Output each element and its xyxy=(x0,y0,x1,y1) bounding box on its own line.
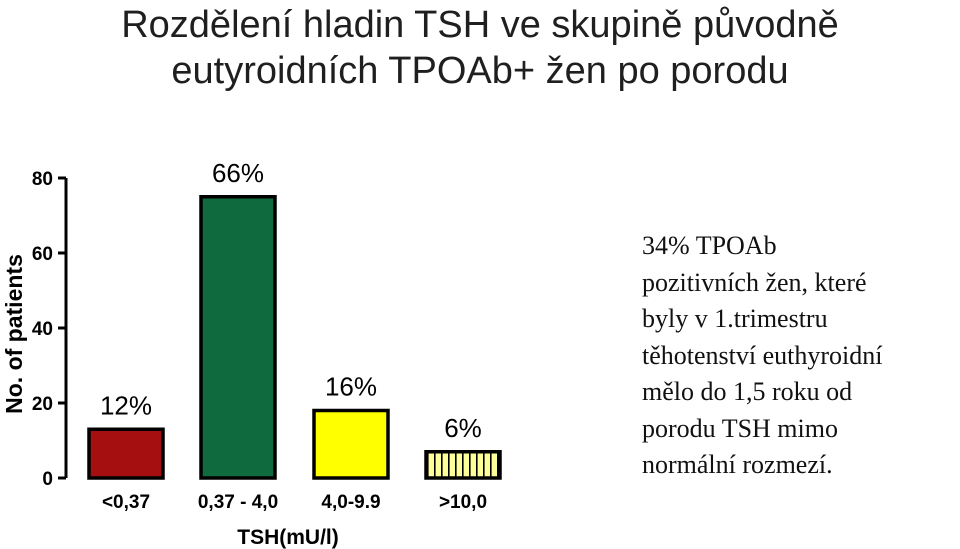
bar xyxy=(87,427,165,480)
side-note-line: pozitivních žen, které xyxy=(642,267,867,297)
side-note-line: těhotenství euthyroidní xyxy=(642,340,883,370)
x-tick-label: 4,0-9.9 xyxy=(321,492,380,513)
title-line-2: eutyroidních TPOAb+ žen po porodu xyxy=(171,50,789,92)
chart-labels: 12% <0,37 66% 0,37 - 4,0 16% 4,0-9.9 6% >10,0 TS… xyxy=(100,158,487,549)
y-tick-label: 20 xyxy=(32,394,53,415)
side-note-line: mělo do 1,5 roku od xyxy=(642,377,853,406)
bar-percent-label: 16% xyxy=(325,372,377,402)
side-note-line: porodu TSH mimo xyxy=(642,413,838,443)
chart-axes: 0 20 40 60 80 No. of patients xyxy=(1,169,68,490)
bar-percent-label: 66% xyxy=(212,158,264,188)
bar-percent-label: 12% xyxy=(100,390,152,420)
side-note-line: 34% TPOAb xyxy=(642,231,777,260)
x-tick-label: 0,37 - 4,0 xyxy=(198,492,278,513)
x-tick-label: >10,0 xyxy=(439,492,487,513)
bar xyxy=(312,408,390,480)
bar xyxy=(424,450,502,480)
page-title: Rozdělení hladin TSH ve skupině původně … xyxy=(0,2,960,94)
x-tick-label: <0,37 xyxy=(102,492,150,513)
title-line-1: Rozdělení hladin TSH ve skupině původně xyxy=(121,4,839,46)
bar-chart: 0 20 40 60 80 No. of patients 12% <0,37 66% 0,37… xyxy=(1,158,502,549)
y-tick-label: 80 xyxy=(32,169,53,190)
side-note-line: normální rozmezí. xyxy=(642,450,833,479)
side-note: 34% TPOAb pozitivních žen, které byly v … xyxy=(642,228,958,484)
y-axis-title: No. of patients xyxy=(1,254,27,414)
bar xyxy=(199,195,277,480)
side-note-line: byly v 1.trimestru xyxy=(642,304,828,333)
bar-percent-label: 6% xyxy=(444,413,482,443)
y-tick-label: 40 xyxy=(32,319,53,340)
chart-bars xyxy=(87,195,502,480)
y-tick-label: 60 xyxy=(32,244,53,265)
y-tick-label: 0 xyxy=(42,469,53,490)
x-axis-title: TSH(mU/l) xyxy=(237,526,339,549)
